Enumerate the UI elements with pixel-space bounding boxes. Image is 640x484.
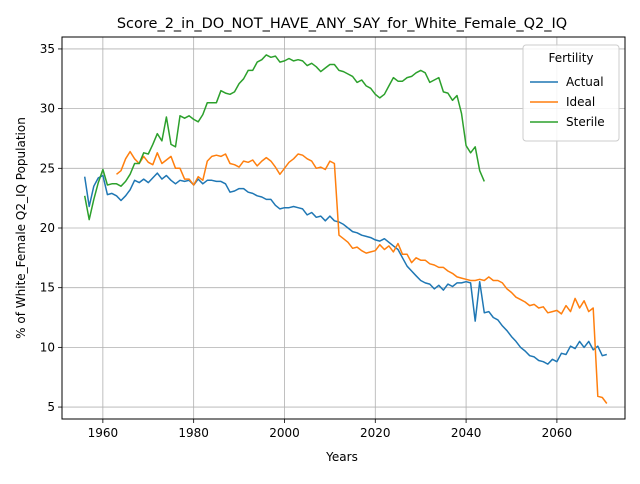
series-line-actual bbox=[83, 172, 607, 365]
x-tick-label: 1980 bbox=[178, 426, 209, 440]
legend-box bbox=[522, 44, 620, 142]
x-tick-label: 2060 bbox=[542, 426, 573, 440]
series-layer bbox=[83, 54, 608, 404]
y-tick-label: 10 bbox=[40, 340, 55, 354]
y-tick-label: 5 bbox=[47, 400, 55, 414]
series-line-ideal bbox=[116, 150, 608, 404]
grid-lines bbox=[62, 37, 625, 419]
legend-label-sterile: Sterile bbox=[566, 115, 605, 129]
legend-label-ideal: Ideal bbox=[566, 95, 595, 109]
x-tick-label: 1960 bbox=[88, 426, 119, 440]
legend-label-actual: Actual bbox=[566, 75, 604, 89]
x-tick-label: 2020 bbox=[360, 426, 391, 440]
y-axis-label: % of White_Female Q2_IQ Population bbox=[14, 117, 28, 339]
series-line-sterile bbox=[83, 54, 485, 221]
y-tick-label: 25 bbox=[40, 161, 55, 175]
legend: Fertility Actual Ideal Sterile bbox=[522, 44, 620, 142]
x-tick-label: 2000 bbox=[269, 426, 300, 440]
y-axis: 5 10 15 20 25 30 35 bbox=[40, 42, 62, 414]
x-axis: 1960 1980 2000 2020 2040 2060 bbox=[88, 419, 573, 440]
legend-title: Fertility bbox=[548, 51, 593, 65]
y-tick-label: 15 bbox=[40, 281, 55, 295]
y-tick-label: 30 bbox=[40, 102, 55, 116]
x-tick-label: 2040 bbox=[451, 426, 482, 440]
y-tick-label: 35 bbox=[40, 42, 55, 56]
chart-title: Score_2_in_DO_NOT_HAVE_ANY_SAY_for_White… bbox=[117, 16, 567, 32]
legend-items: Actual Ideal Sterile bbox=[530, 75, 605, 129]
x-axis-label: Years bbox=[325, 450, 358, 464]
y-tick-label: 20 bbox=[40, 221, 55, 235]
